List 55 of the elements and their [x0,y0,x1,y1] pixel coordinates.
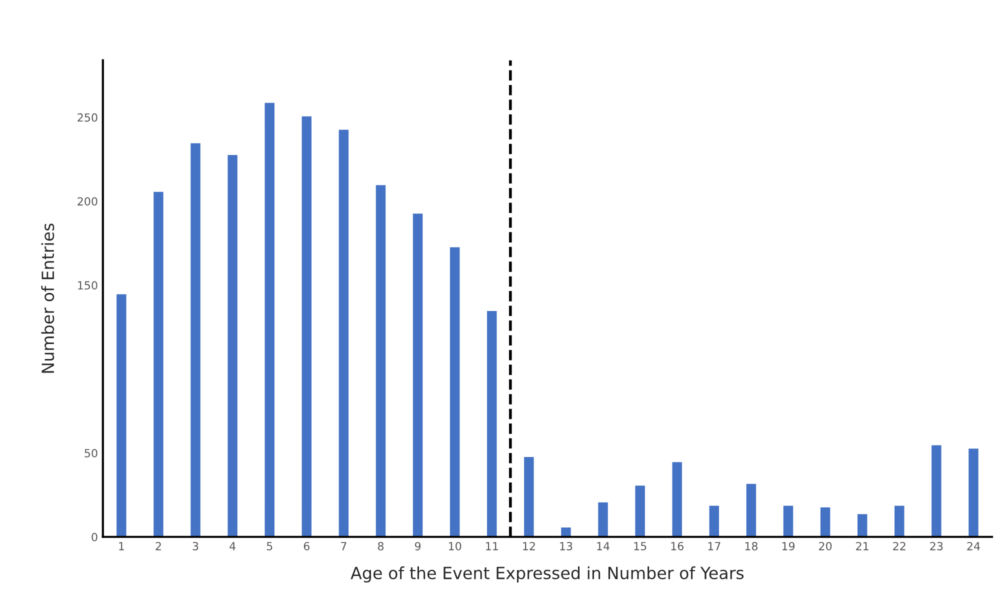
y-tick-label: 0 [92,532,98,542]
bar [152,190,165,537]
bar [189,142,202,537]
bar [670,460,684,537]
bar [782,504,795,537]
x-tick-label: 2 [156,542,161,550]
y-axis-title: Number of Entries [41,224,54,373]
x-tick-label: 11 [486,542,498,550]
bar [893,504,906,537]
bar [522,456,536,537]
x-tick-label: 19 [782,542,795,550]
bar [115,292,128,537]
bar [744,482,758,537]
y-tick-label: 250 [78,113,98,122]
x-tick-label: 16 [671,542,684,550]
x-tick-label: 6 [304,542,310,550]
bar [856,512,869,537]
x-tick-label: 20 [819,542,832,550]
x-tick-label: 22 [893,542,906,550]
x-tick-label: 1 [119,542,124,550]
y-tick-label: 200 [78,197,98,206]
bar [708,504,720,537]
y-tick-label: 150 [78,281,98,290]
bar [930,444,943,537]
x-tick-label: 17 [708,542,720,550]
x-tick-label: 12 [523,542,535,550]
x-tick-label: 23 [930,542,943,550]
x-tick-label: 4 [230,542,236,550]
x-tick-label: 13 [560,542,572,550]
bar [337,128,350,537]
x-tick-label: 7 [341,542,346,550]
x-tick-label: 15 [634,542,646,550]
bar [560,526,572,537]
bar [374,184,387,537]
x-tick-label: 5 [266,542,272,550]
bar [596,500,610,537]
bar [412,212,424,537]
bar [300,114,313,537]
x-tick-label: 10 [448,542,462,550]
x-tick-label: 3 [192,542,198,550]
x-tick-label: 14 [597,542,610,550]
x-axis-title: Age of the Event Expressed in Number of Years [350,566,744,583]
bar [967,447,980,537]
x-tick-label: 21 [856,542,868,550]
bar [819,506,832,537]
bar [226,154,239,537]
bar [263,102,276,537]
x-tick-label: 9 [414,542,421,550]
x-tick-label: 18 [745,542,758,550]
x-tick-label: 24 [967,542,980,550]
bar [634,484,646,537]
bar [448,246,462,537]
y-tick-label: 50 [84,448,98,458]
x-tick-label: 8 [378,542,384,550]
bar [486,310,498,537]
